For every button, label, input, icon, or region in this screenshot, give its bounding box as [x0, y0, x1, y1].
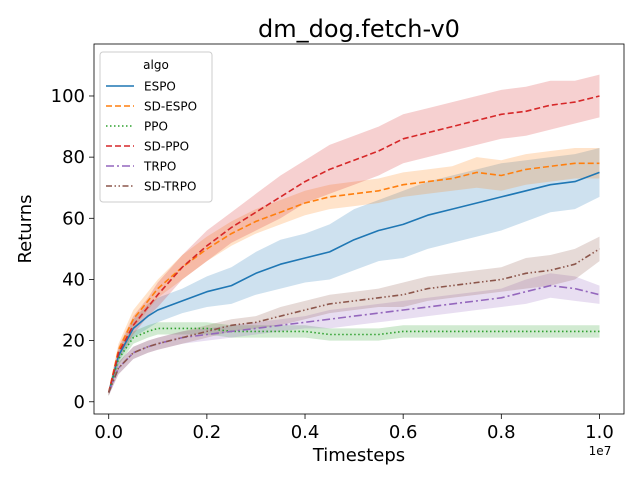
y-axis: 0 20 40 60 80 100 — [51, 86, 94, 413]
x-axis: 0.0 0.2 0.4 0.6 0.8 1.0 — [94, 414, 614, 443]
band-trpo — [108, 273, 600, 396]
legend-label-sd-trpo: SD-TRPO — [144, 180, 196, 194]
band-espo — [108, 148, 600, 396]
y-tick-label: 60 — [62, 208, 85, 229]
chart-title: dm_dog.fetch-v0 — [258, 15, 460, 43]
y-tick-label: 40 — [62, 269, 85, 290]
legend-box — [99, 51, 213, 203]
legend-label-ppo: PPO — [144, 120, 168, 134]
x-tick-label: 0.2 — [193, 422, 222, 443]
confidence-bands — [108, 74, 600, 396]
band-sd-trpo — [108, 236, 600, 396]
legend-label-espo: ESPO — [144, 80, 176, 94]
x-tick-label: 0.0 — [94, 422, 123, 443]
band-sd-espo — [108, 148, 600, 396]
legend-label-sd-espo: SD-ESPO — [144, 100, 197, 114]
x-tick-label: 0.6 — [389, 422, 418, 443]
legend-label-trpo: TRPO — [143, 160, 176, 174]
y-axis-label: Returns — [15, 194, 36, 263]
y-tick-label: 80 — [62, 147, 85, 168]
y-tick-label: 0 — [74, 392, 85, 413]
line-sd-espo — [107, 162, 600, 393]
line-sd-ppo — [107, 95, 600, 393]
legend-items: ESPO SD-ESPO PPO SD-PPO TRPO SD-TRPO — [106, 80, 197, 194]
legend: algo ESPO SD-ESPO PPO SD-PPO TRPO SD-TRPO — [99, 51, 213, 203]
legend-label-sd-ppo: SD-PPO — [144, 140, 189, 154]
band-ppo — [108, 322, 600, 396]
plot-frame — [93, 43, 625, 415]
x-axis-scale-label: 1e7 — [589, 444, 612, 458]
band-sd-ppo — [108, 74, 600, 396]
x-axis-label: Timesteps — [312, 445, 405, 466]
series-lines — [107, 95, 600, 393]
line-espo — [107, 171, 600, 393]
legend-title: algo — [143, 58, 169, 72]
x-tick-label: 0.8 — [487, 422, 516, 443]
line-sd-trpo — [107, 248, 600, 393]
x-tick-label: 1.0 — [585, 422, 614, 443]
y-tick-label: 20 — [62, 331, 85, 352]
y-tick-label: 100 — [51, 86, 85, 107]
x-tick-label: 0.4 — [291, 422, 320, 443]
